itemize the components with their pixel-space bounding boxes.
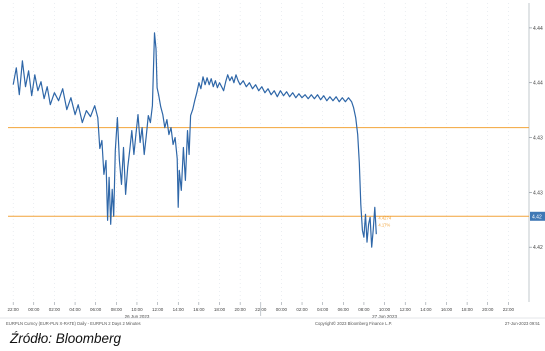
y-tick-label: 4.44 bbox=[533, 81, 543, 87]
chart: 4.44 4.44 4.43 4.43 4.42 4.42 4.4274 4.17% 22:00… bbox=[0, 3, 545, 326]
footer-right: 27-Jun-2023 09:51 bbox=[505, 321, 541, 326]
x-tick-label: 10:00 bbox=[131, 307, 143, 312]
x-tick-label: 04:00 bbox=[69, 307, 81, 312]
x-tick-label: 16:00 bbox=[441, 307, 453, 312]
x-tick-label: 02:00 bbox=[296, 307, 308, 312]
x-tick-label: 20:00 bbox=[234, 307, 246, 312]
x-tick-label: 22:00 bbox=[8, 307, 20, 312]
date-label: 27 Jun 2023 bbox=[372, 314, 397, 319]
series-line bbox=[12, 32, 377, 248]
x-tick-label: 08:00 bbox=[111, 307, 123, 312]
x-tick-label: 12:00 bbox=[152, 307, 164, 312]
x-tick-label: 20:00 bbox=[482, 307, 494, 312]
y-tick-label: 4.43 bbox=[533, 190, 543, 196]
end-annotation: 4.4274 bbox=[378, 215, 391, 220]
y-tick-label: 4.43 bbox=[533, 136, 543, 142]
x-tick-label: 12:00 bbox=[400, 307, 412, 312]
y-tick-label: 4.42 bbox=[533, 245, 543, 251]
x-tick-label: 10:00 bbox=[379, 307, 391, 312]
last-price-badge-label: 4.42 bbox=[532, 214, 542, 220]
x-tick-label: 18:00 bbox=[461, 307, 473, 312]
footer-left: EURPLN Curncy (EUR-PLN X-RATE) Daily - E… bbox=[6, 321, 141, 326]
x-tick-label: 00:00 bbox=[28, 307, 40, 312]
x-tick-label: 00:00 bbox=[276, 307, 288, 312]
x-tick-label: 02:00 bbox=[49, 307, 61, 312]
x-tick-label: 06:00 bbox=[90, 307, 102, 312]
y-tick-label: 4.44 bbox=[533, 26, 543, 32]
x-tick-label: 22:00 bbox=[503, 307, 515, 312]
x-tick-label: 14:00 bbox=[420, 307, 432, 312]
plot-area bbox=[8, 3, 529, 302]
source-caption: Źródło: Bloomberg bbox=[10, 331, 122, 346]
x-tick-label: 06:00 bbox=[338, 307, 350, 312]
x-tick-label: 14:00 bbox=[173, 307, 185, 312]
chart-svg: 4.44 4.44 4.43 4.43 4.42 4.42 4.4274 4.17% 22:00… bbox=[0, 3, 545, 326]
x-tick-label: 16:00 bbox=[193, 307, 205, 312]
x-tick-label: 04:00 bbox=[317, 307, 329, 312]
last-price-badge bbox=[530, 211, 545, 221]
x-tick-label: 08:00 bbox=[358, 307, 370, 312]
footer-center: Copyright© 2023 Bloomberg Finance L.P. bbox=[315, 321, 392, 326]
end-annotation: 4.17% bbox=[378, 222, 390, 227]
date-label: 26 Jun 2023 bbox=[125, 314, 150, 319]
x-tick-label: 18:00 bbox=[214, 307, 226, 312]
